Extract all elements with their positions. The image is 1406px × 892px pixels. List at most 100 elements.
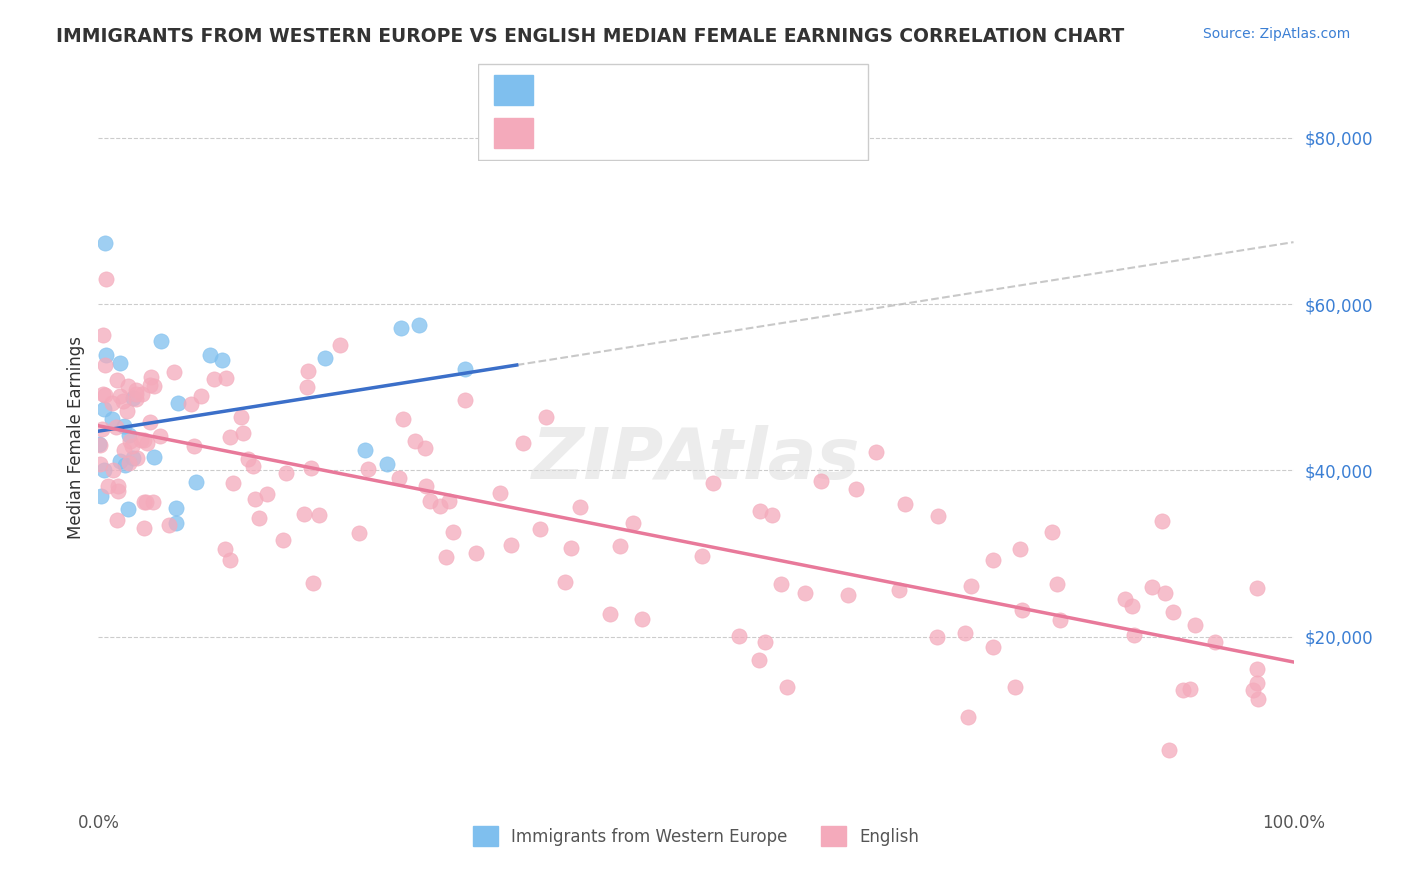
Point	[247, 511, 270, 525]
Point	[108, 454, 131, 468]
Point	[1008, 541, 1031, 556]
Point	[329, 338, 352, 352]
Point	[135, 495, 157, 509]
Text: R =  0.142   N =  29: R = 0.142 N = 29	[546, 81, 713, 99]
Point	[794, 586, 817, 600]
Legend: Immigrants from Western Europe, English: Immigrants from Western Europe, English	[467, 820, 925, 853]
Point	[1184, 618, 1206, 632]
Point	[865, 445, 887, 459]
Point	[157, 517, 180, 532]
Point	[115, 404, 138, 418]
Point	[89, 490, 111, 504]
Point	[114, 458, 136, 472]
Point	[1123, 628, 1146, 642]
Point	[1142, 580, 1164, 594]
Point	[222, 475, 245, 490]
Point	[91, 422, 114, 436]
Point	[357, 462, 380, 476]
Point	[630, 611, 652, 625]
Point	[118, 456, 141, 470]
Point	[111, 393, 134, 408]
Point	[167, 396, 190, 410]
Point	[94, 388, 117, 402]
Point	[434, 549, 457, 564]
Point	[981, 553, 1004, 567]
Point	[132, 521, 155, 535]
Text: Source: ZipAtlas.com: Source: ZipAtlas.com	[1202, 27, 1350, 41]
Point	[375, 457, 398, 471]
Point	[231, 409, 253, 424]
Y-axis label: Median Female Earnings: Median Female Earnings	[66, 335, 84, 539]
Point	[104, 420, 127, 434]
Point	[94, 348, 117, 362]
Point	[186, 475, 208, 490]
Point	[190, 389, 212, 403]
Point	[927, 509, 949, 524]
Point	[183, 439, 205, 453]
Point	[129, 433, 152, 447]
Point	[243, 491, 266, 506]
Point	[437, 493, 460, 508]
Point	[89, 437, 111, 451]
Point	[308, 508, 330, 523]
Point	[143, 379, 166, 393]
Point	[441, 524, 464, 539]
Point	[131, 387, 153, 401]
Point	[162, 365, 184, 379]
Point	[105, 373, 128, 387]
Point	[404, 434, 426, 449]
Point	[211, 353, 233, 368]
Point	[347, 525, 370, 540]
Point	[314, 351, 336, 366]
Point	[1241, 683, 1264, 698]
Point	[769, 576, 792, 591]
Point	[845, 482, 868, 496]
Point	[454, 392, 477, 407]
Point	[202, 372, 225, 386]
Point	[142, 494, 165, 508]
Point	[512, 435, 534, 450]
Point	[236, 451, 259, 466]
Point	[139, 378, 162, 392]
Point	[117, 501, 139, 516]
Point	[121, 451, 143, 466]
Point	[1040, 525, 1063, 540]
Point	[141, 370, 163, 384]
Point	[108, 389, 131, 403]
Point	[1049, 613, 1071, 627]
Point	[107, 479, 129, 493]
Point	[1011, 602, 1033, 616]
Point	[112, 418, 135, 433]
Point	[215, 371, 238, 385]
Point	[218, 430, 240, 444]
Text: IMMIGRANTS FROM WESTERN EUROPE VS ENGLISH MEDIAN FEMALE EARNINGS CORRELATION CHA: IMMIGRANTS FROM WESTERN EUROPE VS ENGLIS…	[56, 27, 1125, 45]
Point	[1150, 514, 1173, 528]
Point	[125, 386, 148, 401]
Point	[149, 428, 172, 442]
Point	[810, 474, 832, 488]
Point	[1246, 676, 1268, 690]
Point	[198, 348, 221, 362]
Point	[690, 549, 713, 563]
Point	[1171, 682, 1194, 697]
Point	[107, 484, 129, 499]
Point	[837, 588, 859, 602]
Point	[299, 461, 322, 475]
Point	[93, 463, 115, 477]
Point	[135, 436, 157, 450]
Point	[219, 553, 242, 567]
Point	[1161, 606, 1184, 620]
Point	[702, 476, 724, 491]
Point	[89, 457, 111, 471]
Point	[887, 582, 910, 597]
Point	[354, 443, 377, 458]
Point	[728, 629, 751, 643]
Point	[143, 450, 166, 464]
Point	[981, 640, 1004, 655]
Point	[118, 428, 141, 442]
Point	[391, 412, 413, 426]
Point	[609, 539, 631, 553]
Text: ZIPAtlas: ZIPAtlas	[531, 425, 860, 493]
Point	[165, 500, 187, 515]
Point	[125, 451, 148, 466]
